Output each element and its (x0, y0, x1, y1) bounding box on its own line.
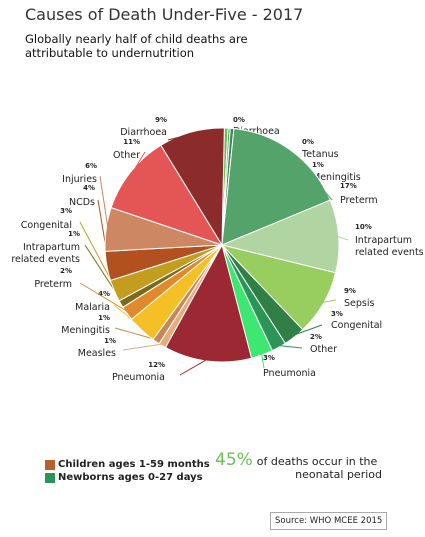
slice-name-label: Intrapartum (355, 235, 412, 246)
chart-title: Causes of Death Under-Five - 2017 (25, 5, 304, 24)
legend-label-children: Children ages 1-59 months (58, 459, 210, 470)
slice-percent-label: 1% (312, 161, 324, 169)
slice-percent-label: 6% (85, 162, 97, 170)
neonatal-stat: 45% of deaths occur in the neonatal perio… (215, 452, 390, 482)
slice-name-label: Malaria (75, 302, 110, 313)
slice-percent-label: 2% (310, 333, 322, 341)
slice-percent-label: 2% (60, 267, 72, 275)
legend-swatch-newborns (45, 472, 55, 483)
slice-name-label: Intrapartum (23, 242, 80, 253)
slice-percent-label: 11% (123, 138, 140, 146)
slice-name-label: Diarrhoea (120, 127, 167, 138)
legend-item-children: Children ages 1-59 months (45, 458, 210, 471)
slice-name-label: Diarrhoea (233, 126, 280, 137)
slice-name-label: Meningitis (61, 325, 110, 336)
source-note: Source: WHO MCEE 2015 (270, 512, 388, 530)
leader-line (277, 345, 303, 349)
slice-name-label: Injuries (62, 174, 97, 185)
leader-line (290, 152, 333, 201)
leader-line (321, 299, 337, 304)
slice-name-label: related events (355, 247, 424, 258)
slice-percent-label: 4% (98, 290, 110, 298)
legend-item-newborns: Newborns ages 0-27 days (45, 471, 210, 484)
slice-percent-label: 1% (104, 337, 116, 345)
leader-line (99, 175, 109, 230)
slice-name-label: Sepsis (344, 298, 374, 309)
slice-name-label: Tetanus (301, 149, 339, 160)
slice-percent-label: 0% (302, 138, 314, 146)
pie-slice-newborn-intrapartum-related-events (220, 199, 340, 274)
neonatal-stat-line2: neonatal period (295, 468, 382, 481)
slice-percent-label: 1% (68, 230, 80, 238)
slice-name-label: Pneumonia (112, 372, 165, 383)
pie-slice-child-pneumonia (164, 243, 253, 363)
pie-slice-child-diarrhoea (160, 127, 225, 247)
legend-label-newborns: Newborns ages 0-27 days (58, 472, 203, 483)
leader-line (131, 151, 146, 174)
slice-percent-label: 4% (83, 184, 95, 192)
neonatal-stat-value: 45% (215, 450, 253, 470)
slice-percent-label: 9% (155, 116, 167, 124)
slice-percent-label: 3% (331, 310, 343, 318)
chart-subtitle: Globally nearly half of child deaths are… (25, 32, 248, 60)
slice-name-label: Preterm (34, 279, 72, 290)
pie-slice-child-other (110, 144, 224, 246)
slice-name-label: Other (113, 150, 140, 161)
slice-name-label: NCDs (69, 197, 95, 208)
slice-name-label: Congenital (331, 320, 382, 331)
slice-name-label: Preterm (340, 195, 378, 206)
slice-percent-label: 3% (60, 207, 72, 215)
slice-percent-label: 12% (148, 361, 165, 369)
slice-percent-label: 17% (340, 182, 357, 190)
leader-line (113, 304, 144, 329)
leader-line (336, 235, 349, 241)
pie-slice-newborn-preterm (221, 128, 331, 246)
leader-line (167, 133, 193, 141)
slice-percent-label: 10% (355, 223, 372, 231)
leader-line (261, 352, 265, 369)
leader-line (79, 282, 129, 313)
slice-name-label: Pneumonia (263, 368, 316, 379)
pie-chart: 0%Diarrhoea0%Tetanus1%Meningitis17%Prete… (11, 116, 424, 383)
leader-line (179, 358, 208, 376)
slice-name-label: Congenital (21, 220, 72, 231)
slice-name-label: Measles (78, 348, 116, 359)
legend: Children ages 1-59 months Newborns ages … (45, 458, 210, 484)
leader-line (97, 199, 110, 266)
slice-name-label: related events (11, 254, 80, 265)
slice-name-label: Meningitis (312, 172, 361, 183)
slice-percent-label: 9% (344, 287, 356, 295)
leader-line (122, 343, 164, 351)
neonatal-stat-line1: of deaths occur in the (256, 455, 378, 468)
leader-line (114, 327, 158, 341)
slice-percent-label: 3% (263, 354, 275, 362)
legend-swatch-children (45, 459, 55, 470)
slice-percent-label: 1% (98, 314, 110, 322)
leader-line (292, 324, 323, 336)
slice-name-label: Other (310, 344, 337, 355)
slice-percent-label: 0% (233, 116, 245, 124)
